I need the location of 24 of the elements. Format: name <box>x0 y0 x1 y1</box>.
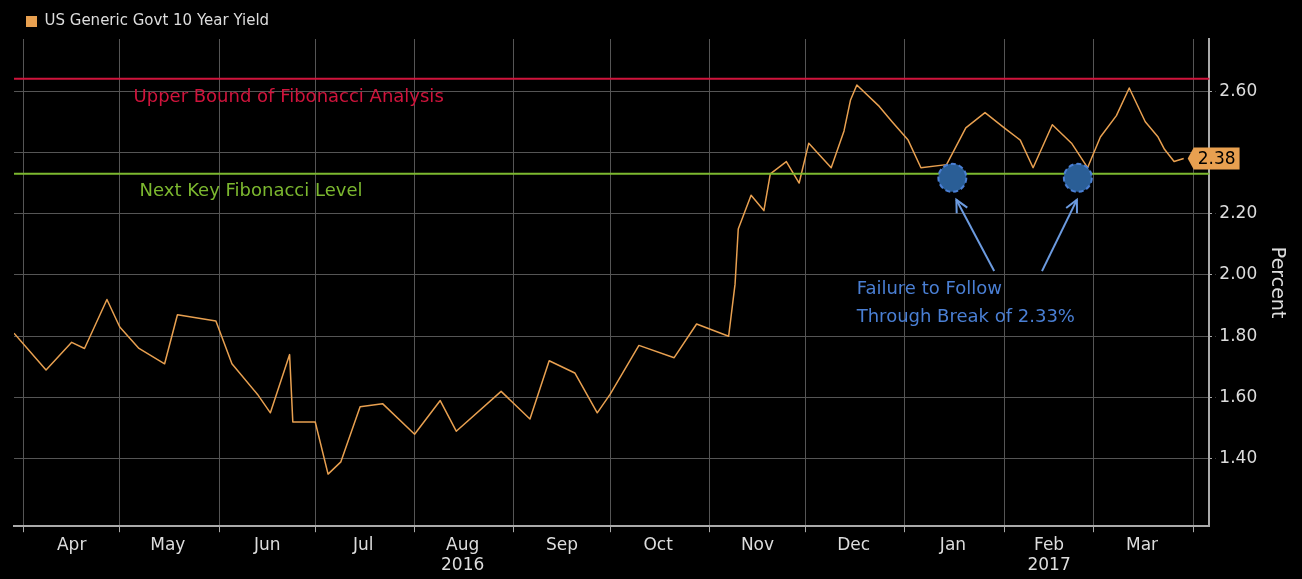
ref-line-label: Next Key Fibonacci Level <box>139 179 363 201</box>
ref-line-label: Upper Bound of Fibonacci Analysis <box>133 84 444 106</box>
legend-label: US Generic Govt 10 Year Yield <box>44 11 270 30</box>
x-tick-label: Apr <box>56 533 87 554</box>
y-axis-title: Percent <box>1267 246 1290 319</box>
x-tick-label: Sep <box>545 533 579 554</box>
y-tick-label: 2.00 <box>1219 263 1258 284</box>
x-tick-label: Jul <box>352 533 374 554</box>
x-tick-label: May <box>150 533 186 554</box>
y-tick-label: 1.80 <box>1219 324 1258 345</box>
x-tick-label: Dec <box>837 533 871 554</box>
x-tick-label: Mar <box>1126 533 1159 554</box>
x-tick-label: Aug 2016 <box>441 533 485 575</box>
y-tick-label: 1.40 <box>1219 447 1258 468</box>
data-label: 2.38 <box>1197 147 1236 168</box>
y-tick-label: 2.20 <box>1219 202 1258 223</box>
x-tick-label: Jan <box>938 533 967 554</box>
y-tick-label: 2.60 <box>1219 79 1258 100</box>
annotation: Failure to Follow Through Break of 2.33% <box>856 276 1075 329</box>
y-tick-label: 1.60 <box>1219 385 1258 406</box>
x-tick-label: Oct <box>643 533 674 554</box>
x-tick-label: Jun <box>252 533 281 554</box>
x-tick-label: Feb 2017 <box>1027 533 1071 575</box>
x-tick-label: Nov <box>740 533 775 554</box>
